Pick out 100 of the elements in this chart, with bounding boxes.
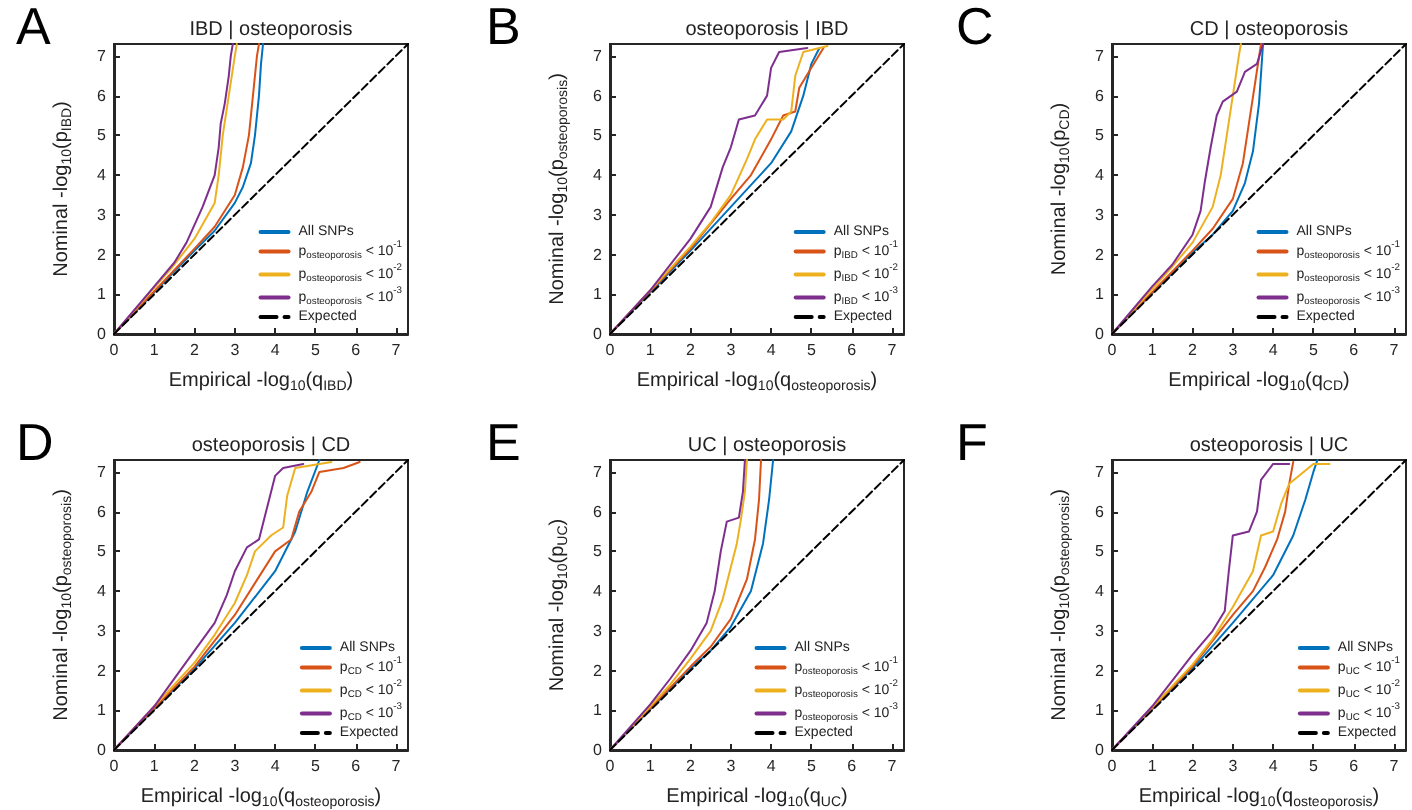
y-tick-label: 3 bbox=[593, 205, 604, 224]
x-tick-label: 5 bbox=[1308, 757, 1319, 775]
x-tick-label: 4 bbox=[1268, 757, 1279, 775]
x-tick-label: 3 bbox=[1228, 341, 1239, 359]
chart-title: UC | osteoporosis bbox=[687, 435, 847, 457]
x-tick-label: 5 bbox=[806, 341, 817, 359]
y-tick-label: 3 bbox=[593, 621, 604, 640]
y-tick-label: 6 bbox=[97, 502, 108, 521]
text: D bbox=[16, 412, 54, 472]
x-tick-label: 2 bbox=[190, 757, 201, 775]
text: A bbox=[16, 0, 52, 56]
chart-title: osteoporosis | UC bbox=[1189, 435, 1349, 457]
x-tick-label: 2 bbox=[686, 341, 697, 359]
y-tick-label: 7 bbox=[97, 46, 108, 65]
x-tick-label: 2 bbox=[190, 341, 201, 359]
y-tick-label: 7 bbox=[593, 46, 604, 65]
chart-title: osteoporosis | CD bbox=[191, 435, 351, 457]
x-tick-label: 7 bbox=[887, 757, 898, 775]
x-tick-label: 3 bbox=[1228, 757, 1239, 775]
text: C bbox=[956, 0, 994, 56]
y-tick-label: 2 bbox=[97, 661, 108, 680]
y-tick-label: 6 bbox=[593, 86, 604, 105]
y-tick-label: 2 bbox=[97, 245, 108, 264]
y-tick-label: 2 bbox=[1095, 661, 1106, 680]
x-tick-label: 1 bbox=[1147, 757, 1158, 775]
y-tick-label: 4 bbox=[593, 582, 604, 601]
y-tick-label: 0 bbox=[1095, 741, 1106, 759]
y-tick-label: 1 bbox=[97, 285, 108, 304]
y-tick-label: 4 bbox=[97, 582, 108, 601]
x-tick-label: 4 bbox=[766, 341, 777, 359]
x-tick-label: 1 bbox=[645, 341, 656, 359]
x-tick-label: 5 bbox=[806, 757, 817, 775]
y-tick-label: 3 bbox=[1095, 621, 1106, 640]
x-tick-label: 3 bbox=[726, 757, 737, 775]
x-tick-label: 3 bbox=[230, 341, 241, 359]
y-tick-label: 4 bbox=[1095, 166, 1106, 185]
y-tick-label: 5 bbox=[1095, 542, 1106, 561]
text: E bbox=[486, 412, 521, 472]
chart-title: CD | osteoporosis bbox=[1189, 19, 1349, 41]
y-tick-label: 4 bbox=[593, 166, 604, 185]
y-tick-label: 1 bbox=[1095, 701, 1106, 720]
y-tick-label: 3 bbox=[97, 205, 108, 224]
text: B bbox=[486, 0, 521, 56]
y-tick-label: 6 bbox=[593, 502, 604, 521]
x-tick-label: 4 bbox=[766, 757, 777, 775]
x-tick-label: 1 bbox=[149, 757, 160, 775]
x-tick-label: 3 bbox=[230, 757, 241, 775]
x-tick-label: 4 bbox=[1268, 341, 1279, 359]
x-tick-label: 6 bbox=[351, 757, 362, 775]
x-tick-label: 1 bbox=[1147, 341, 1158, 359]
x-tick-label: 0 bbox=[109, 341, 120, 359]
x-tick-label: 5 bbox=[310, 341, 321, 359]
y-tick-label: 5 bbox=[97, 126, 108, 145]
x-tick-label: 2 bbox=[686, 757, 697, 775]
y-tick-label: 1 bbox=[97, 701, 108, 720]
x-tick-label: 2 bbox=[1188, 341, 1199, 359]
x-tick-label: 0 bbox=[1107, 757, 1118, 775]
y-tick-label: 7 bbox=[1095, 462, 1106, 481]
y-tick-label: 4 bbox=[1095, 582, 1106, 601]
y-tick-label: 7 bbox=[97, 462, 108, 481]
x-tick-label: 7 bbox=[391, 341, 402, 359]
chart-title: IBD | osteoporosis bbox=[189, 19, 353, 41]
x-tick-label: 7 bbox=[1389, 757, 1400, 775]
x-tick-label: 6 bbox=[351, 341, 362, 359]
x-tick-label: 1 bbox=[149, 341, 160, 359]
x-tick-label: 1 bbox=[645, 757, 656, 775]
y-tick-label: 2 bbox=[593, 661, 604, 680]
y-tick-label: 3 bbox=[1095, 205, 1106, 224]
x-tick-label: 7 bbox=[391, 757, 402, 775]
y-tick-label: 5 bbox=[1095, 126, 1106, 145]
x-tick-label: 7 bbox=[887, 341, 898, 359]
y-tick-label: 0 bbox=[97, 741, 108, 759]
y-tick-label: 5 bbox=[593, 126, 604, 145]
chart-title: osteoporosis | IBD bbox=[685, 19, 849, 41]
x-tick-label: 0 bbox=[109, 757, 120, 775]
y-tick-label: 7 bbox=[1095, 46, 1106, 65]
y-tick-label: 5 bbox=[97, 542, 108, 561]
x-tick-label: 6 bbox=[1349, 341, 1360, 359]
y-tick-label: 7 bbox=[593, 462, 604, 481]
x-tick-label: 3 bbox=[726, 341, 737, 359]
x-tick-label: 5 bbox=[1308, 341, 1319, 359]
x-tick-label: 6 bbox=[847, 757, 858, 775]
y-tick-label: 6 bbox=[1095, 502, 1106, 521]
x-tick-label: 4 bbox=[270, 341, 281, 359]
y-tick-label: 0 bbox=[593, 325, 604, 343]
y-tick-label: 4 bbox=[97, 166, 108, 185]
y-tick-label: 3 bbox=[97, 621, 108, 640]
x-tick-label: 2 bbox=[1188, 757, 1199, 775]
y-tick-label: 1 bbox=[593, 701, 604, 720]
y-tick-label: 0 bbox=[1095, 325, 1106, 343]
y-tick-label: 2 bbox=[1095, 245, 1106, 264]
y-tick-label: 5 bbox=[593, 542, 604, 561]
x-tick-label: 6 bbox=[847, 341, 858, 359]
y-tick-label: 6 bbox=[97, 86, 108, 105]
x-tick-label: 0 bbox=[605, 341, 616, 359]
text: F bbox=[956, 412, 988, 472]
y-tick-label: 0 bbox=[97, 325, 108, 343]
x-tick-label: 5 bbox=[310, 757, 321, 775]
x-tick-label: 7 bbox=[1389, 341, 1400, 359]
y-tick-label: 1 bbox=[1095, 285, 1106, 304]
